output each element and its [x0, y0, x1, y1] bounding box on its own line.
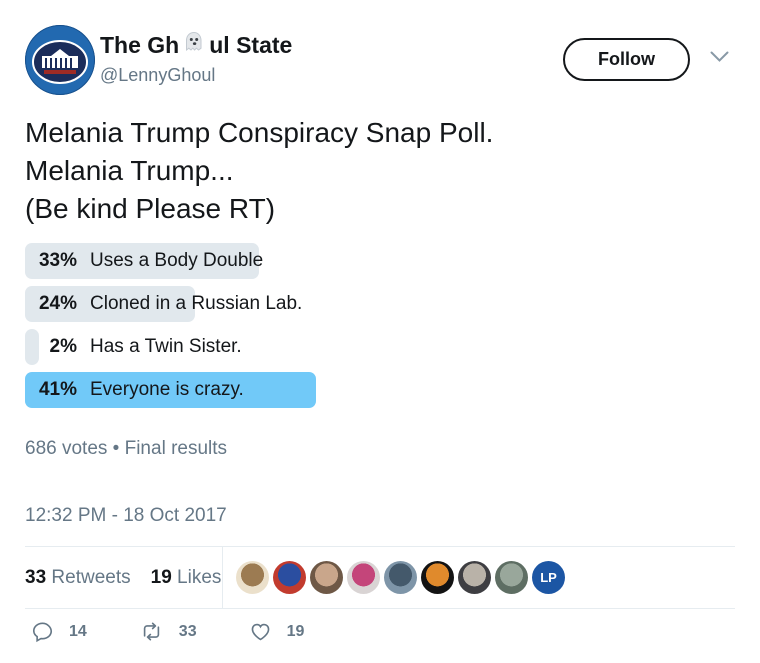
- retweet-icon: [143, 622, 160, 641]
- liker-avatar-grayscale-portrait[interactable]: [458, 561, 491, 594]
- chevron-down-icon[interactable]: [709, 50, 730, 69]
- tweet-text: Melania Trump Conspiracy Snap Poll. Mela…: [25, 114, 735, 228]
- like-action[interactable]: 19: [249, 620, 305, 643]
- poll-bar: [25, 243, 259, 279]
- display-name-pre: The Gh: [100, 31, 180, 58]
- stats-counts: 33 Retweets 19 Likes: [25, 547, 222, 608]
- tweet-text-line: Melania Trump Conspiracy Snap Poll.: [25, 117, 494, 148]
- poll-option-label: Cloned in a Russian Lab.: [90, 293, 303, 314]
- action-bar: 14 33 19: [25, 620, 735, 643]
- poll-option-label: Has a Twin Sister.: [90, 336, 242, 357]
- liker-avatar-blue-photo[interactable]: [384, 561, 417, 594]
- poll-meta: 686 votes • Final results: [25, 438, 228, 459]
- poll-option-russian-lab: 24% Cloned in a Russian Lab.: [25, 286, 735, 322]
- poll-option-twin-sister: 2% Has a Twin Sister.: [25, 329, 735, 365]
- poll-percent: 2%: [49, 336, 77, 357]
- tweet-text-line: (Be kind Please RT): [25, 193, 276, 224]
- poll-option-label: Uses a Body Double: [90, 250, 264, 271]
- poll-option-everyone-crazy: 41% Everyone is crazy.: [25, 372, 735, 408]
- display-name-post: ul State: [209, 31, 293, 58]
- tweet-header: The Gh ul State @LennyGhoul Follow: [25, 0, 735, 112]
- poll-option-text: 33% Uses a Body Double: [25, 243, 735, 279]
- stats-row: 33 Retweets 19 Likes LP: [25, 546, 735, 609]
- liker-avatar-lp-logo[interactable]: LP: [532, 561, 565, 594]
- reply-count: 14: [69, 622, 87, 640]
- likes-label: Likes: [177, 566, 222, 588]
- poll-option-body-double: 33% Uses a Body Double: [25, 243, 735, 279]
- like-count: 19: [286, 622, 305, 640]
- poll-option-text: 24% Cloned in a Russian Lab.: [25, 286, 735, 322]
- profile-avatar[interactable]: [25, 25, 95, 95]
- poll-percent: 24%: [38, 293, 77, 314]
- user-handle[interactable]: @LennyGhoul: [100, 65, 216, 85]
- liker-avatar-woman-portrait[interactable]: [310, 561, 343, 594]
- retweet-action[interactable]: 33: [139, 620, 197, 643]
- liker-avatar-orange-fox[interactable]: [421, 561, 454, 594]
- retweet-count: 33: [178, 622, 197, 640]
- tweet-timestamp[interactable]: 12:32 PM - 18 Oct 2017: [25, 505, 227, 526]
- poll-percent: 33%: [38, 250, 77, 271]
- poll-bar: [25, 329, 39, 365]
- liker-avatar-cartoon-figure[interactable]: [236, 561, 269, 594]
- stats-divider: [222, 547, 223, 608]
- poll-bar: [25, 286, 195, 322]
- liker-avatar-redhead-figure[interactable]: [347, 561, 380, 594]
- poll-bar: [25, 372, 316, 408]
- reply-icon: [32, 622, 53, 643]
- follow-button[interactable]: Follow: [563, 38, 690, 81]
- tweet-card: The Gh ul State @LennyGhoul Follow: [25, 0, 735, 643]
- tweet-text-line: Melania Trump...: [25, 155, 234, 186]
- poll-option-text: 41% Everyone is crazy.: [25, 372, 735, 408]
- likes-stat[interactable]: 19 Likes: [151, 567, 222, 589]
- poll-option-text: 2% Has a Twin Sister.: [25, 329, 735, 365]
- ghost-emoji-icon: [182, 30, 206, 60]
- poll-option-label: Everyone is crazy.: [90, 379, 244, 400]
- poll-percent: 41%: [38, 379, 77, 400]
- name-block: The Gh ul State @LennyGhoul: [100, 30, 292, 86]
- liker-avatar-fox-parody[interactable]: [273, 561, 306, 594]
- liker-avatar-street-photo[interactable]: [495, 561, 528, 594]
- likes-count: 19: [150, 566, 172, 588]
- reply-action[interactable]: 14: [31, 620, 87, 643]
- display-name[interactable]: The Gh ul State: [100, 30, 292, 60]
- retweets-stat[interactable]: 33 Retweets: [25, 567, 131, 589]
- liker-avatars: LP: [236, 547, 569, 608]
- heart-icon: [251, 623, 269, 641]
- white-house-logo-icon: [25, 25, 95, 95]
- retweets-label: Retweets: [51, 566, 131, 588]
- poll: 33% Uses a Body Double 24% Cloned in a Rus…: [25, 243, 735, 460]
- retweets-count: 33: [25, 566, 47, 588]
